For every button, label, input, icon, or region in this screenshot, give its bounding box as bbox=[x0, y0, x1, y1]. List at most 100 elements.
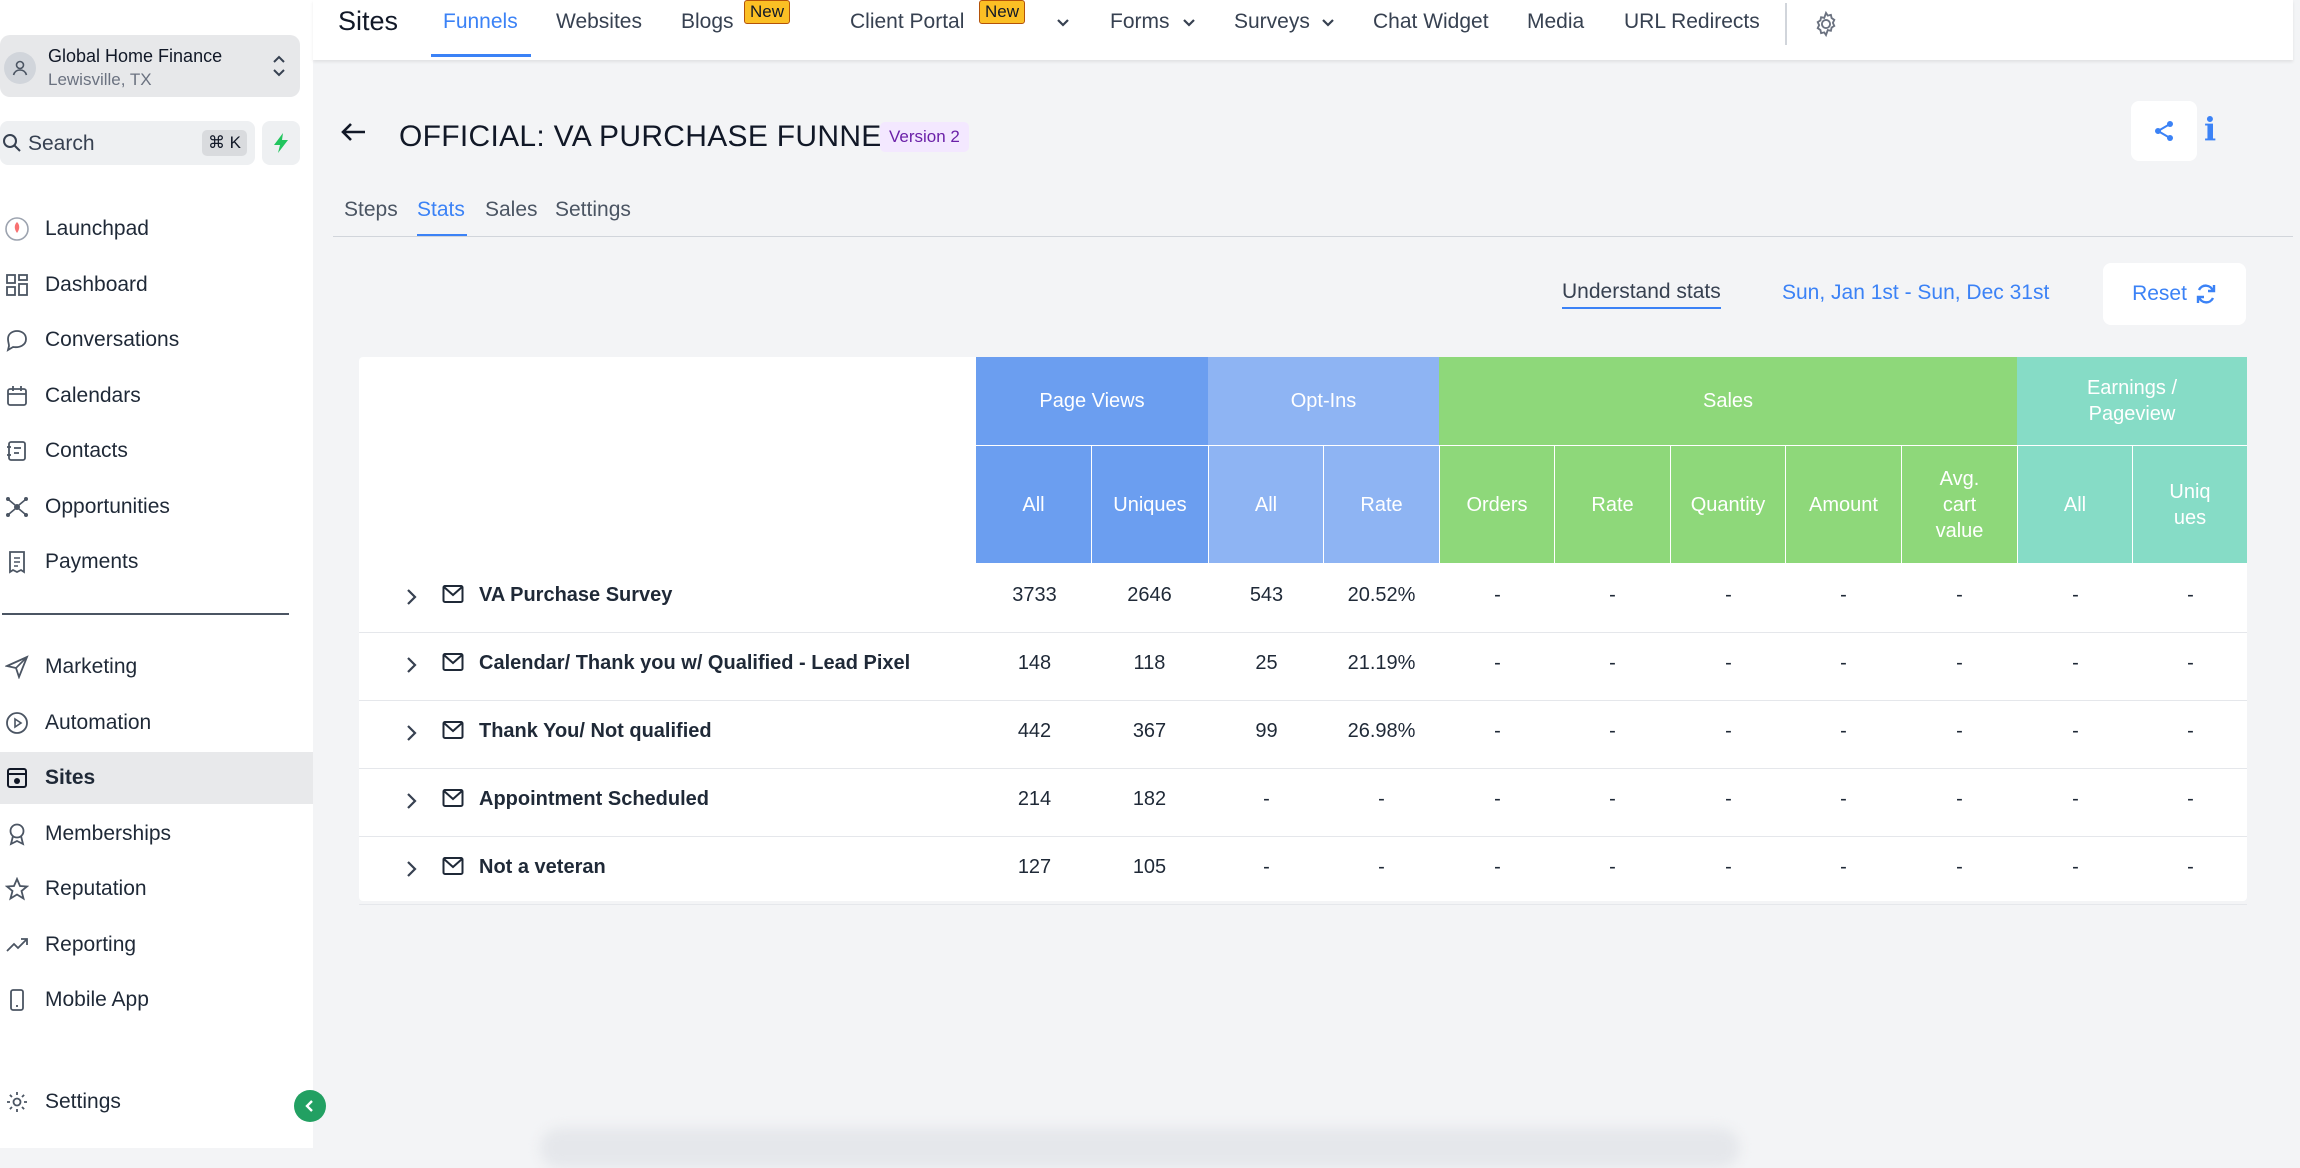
sidebar-item-launchpad[interactable]: Launchpad bbox=[0, 203, 313, 255]
sidebar-item-automation[interactable]: Automation bbox=[0, 697, 313, 749]
table-row[interactable]: Appointment Scheduled 214 182 - - - - - - - - - bbox=[359, 768, 2247, 837]
chevron-down-icon[interactable] bbox=[1182, 18, 1196, 28]
tab-sales[interactable]: Sales bbox=[485, 198, 538, 221]
share-button[interactable] bbox=[2131, 101, 2197, 161]
col-header-earnings-all[interactable]: All bbox=[2018, 446, 2132, 563]
sidebar-item-dashboard[interactable]: Dashboard bbox=[0, 259, 313, 311]
quick-actions-button[interactable] bbox=[262, 121, 300, 165]
col-header-amount[interactable]: Amount bbox=[1786, 446, 1901, 563]
sidebar-item-reputation[interactable]: Reputation bbox=[0, 863, 313, 915]
sidebar-item-opportunities[interactable]: Opportunities bbox=[0, 481, 313, 533]
sidebar-item-memberships[interactable]: Memberships bbox=[0, 808, 313, 860]
table-cell: - bbox=[1609, 856, 1616, 878]
nav-forms[interactable]: Forms bbox=[1110, 10, 1170, 33]
col-header-sales-rate[interactable]: Rate bbox=[1555, 446, 1670, 563]
gear-icon[interactable] bbox=[1812, 10, 1840, 38]
tabs-divider bbox=[333, 236, 2293, 237]
sidebar-item-contacts[interactable]: Contacts bbox=[0, 425, 313, 477]
group-header-earnings: Earnings / Pageview bbox=[2017, 357, 2247, 445]
sidebar-divider bbox=[2, 613, 289, 615]
table-cell: - bbox=[2187, 720, 2194, 742]
sidebar-item-calendars[interactable]: Calendars bbox=[0, 370, 313, 422]
table-cell: - bbox=[1609, 584, 1616, 606]
chevron-down-icon[interactable] bbox=[1056, 18, 1070, 28]
chevron-right-icon[interactable] bbox=[405, 586, 419, 608]
sidebar-item-reporting[interactable]: Reporting bbox=[0, 919, 313, 971]
col-header-pv-uniques[interactable]: Uniques bbox=[1092, 446, 1208, 563]
sidebar-item-settings[interactable]: Settings bbox=[0, 1076, 313, 1128]
top-bar: Sites Funnels Websites Blogs New Client … bbox=[313, 0, 2293, 60]
lightning-icon bbox=[274, 133, 288, 153]
page-title: OFFICIAL: VA PURCHASE FUNNEL bbox=[399, 120, 899, 153]
app-title: Sites bbox=[338, 6, 399, 36]
table-cell: - bbox=[1494, 652, 1501, 674]
col-header-quantity[interactable]: Quantity bbox=[1671, 446, 1785, 563]
receipt-icon bbox=[2, 547, 32, 577]
table-cell: - bbox=[1725, 584, 1732, 606]
reset-button[interactable]: Reset bbox=[2103, 263, 2246, 325]
nav-url-redirects[interactable]: URL Redirects bbox=[1624, 10, 1760, 33]
col-header-pv-all[interactable]: All bbox=[976, 446, 1091, 563]
understand-stats-link[interactable]: Understand stats bbox=[1562, 280, 1721, 309]
sidebar-item-label: Dashboard bbox=[45, 272, 148, 296]
nav-chat-widget[interactable]: Chat Widget bbox=[1373, 10, 1489, 33]
table-cell: 127 bbox=[1017, 856, 1052, 878]
table-cell: 214 bbox=[1017, 788, 1052, 810]
chevron-right-icon[interactable] bbox=[405, 654, 419, 676]
col-header-oi-all[interactable]: All bbox=[1209, 446, 1323, 563]
tab-stats[interactable]: Stats bbox=[417, 198, 465, 221]
table-cell: - bbox=[1725, 856, 1732, 878]
tab-settings[interactable]: Settings bbox=[555, 198, 631, 221]
sidebar-item-marketing[interactable]: Marketing bbox=[0, 641, 313, 693]
active-tab-indicator bbox=[431, 54, 531, 57]
table-cell: 182 bbox=[1132, 788, 1167, 810]
sidebar-item-label: Reputation bbox=[45, 877, 147, 900]
chevron-right-icon[interactable] bbox=[405, 790, 419, 812]
chevron-down-icon[interactable] bbox=[1321, 18, 1335, 28]
nav-surveys[interactable]: Surveys bbox=[1234, 10, 1310, 33]
sidebar-item-conversations[interactable]: Conversations bbox=[0, 314, 313, 366]
nav-funnels[interactable]: Funnels bbox=[443, 10, 518, 33]
table-row[interactable]: Thank You/ Not qualified 442 367 99 26.98% - -… bbox=[359, 700, 2247, 769]
date-range-picker[interactable]: Sun, Jan 1st - Sun, Dec 31st bbox=[1782, 281, 2050, 304]
table-row[interactable]: Not a veteran 127 105 - - - - - - - - - bbox=[359, 836, 2247, 905]
table-cell: - bbox=[1725, 788, 1732, 810]
collapse-sidebar-button[interactable] bbox=[294, 1090, 326, 1122]
sidebar-item-mobile-app[interactable]: Mobile App bbox=[0, 974, 313, 1026]
nav-media[interactable]: Media bbox=[1527, 10, 1585, 33]
account-switcher[interactable]: Global Home Finance Lewisville, TX bbox=[0, 35, 300, 97]
info-icon[interactable]: i bbox=[2204, 110, 2217, 148]
table-cell: 25 bbox=[1255, 652, 1278, 674]
table-cell: - bbox=[1494, 720, 1501, 742]
search-box[interactable]: Search ⌘ K bbox=[0, 121, 255, 165]
sidebar-item-sites[interactable]: Sites bbox=[0, 752, 313, 804]
table-cell: - bbox=[2187, 584, 2194, 606]
table-cell: 367 bbox=[1132, 720, 1167, 742]
tab-steps[interactable]: Steps bbox=[344, 198, 398, 221]
mail-icon bbox=[442, 653, 464, 671]
sidebar-item-payments[interactable]: Payments bbox=[0, 536, 313, 588]
back-arrow-icon[interactable] bbox=[341, 121, 367, 143]
new-badge: New bbox=[744, 0, 791, 24]
nav-websites[interactable]: Websites bbox=[556, 10, 642, 33]
table-cell: - bbox=[1956, 584, 1963, 606]
nav-blogs[interactable]: Blogs bbox=[681, 10, 734, 33]
col-header-avg-cart-value[interactable]: Avg. cart value bbox=[1902, 446, 2017, 563]
col-header-earnings-uniques[interactable]: Uniq ues bbox=[2133, 446, 2247, 563]
table-cell: - bbox=[1494, 584, 1501, 606]
chevron-right-icon[interactable] bbox=[405, 722, 419, 744]
table-row[interactable]: VA Purchase Survey 3733 2646 543 20.52% - - - - -… bbox=[359, 564, 2247, 633]
col-header-orders[interactable]: Orders bbox=[1440, 446, 1554, 563]
chevron-right-icon[interactable] bbox=[405, 858, 419, 880]
col-header-oi-rate[interactable]: Rate bbox=[1324, 446, 1439, 563]
col-header-line: Uniq bbox=[2169, 480, 2211, 503]
bottom-shadow bbox=[540, 1128, 1740, 1168]
nav-separator bbox=[1785, 3, 1787, 45]
table-cell: - bbox=[2187, 788, 2194, 810]
step-name: Appointment Scheduled bbox=[479, 788, 709, 810]
nav-client-portal[interactable]: Client Portal bbox=[850, 10, 965, 33]
col-header-line: ues bbox=[2173, 506, 2207, 529]
table-row[interactable]: Calendar/ Thank you w/ Qualified - Lead … bbox=[359, 632, 2247, 701]
sidebar-item-label: Automation bbox=[45, 710, 152, 734]
sites-icon bbox=[2, 763, 32, 793]
